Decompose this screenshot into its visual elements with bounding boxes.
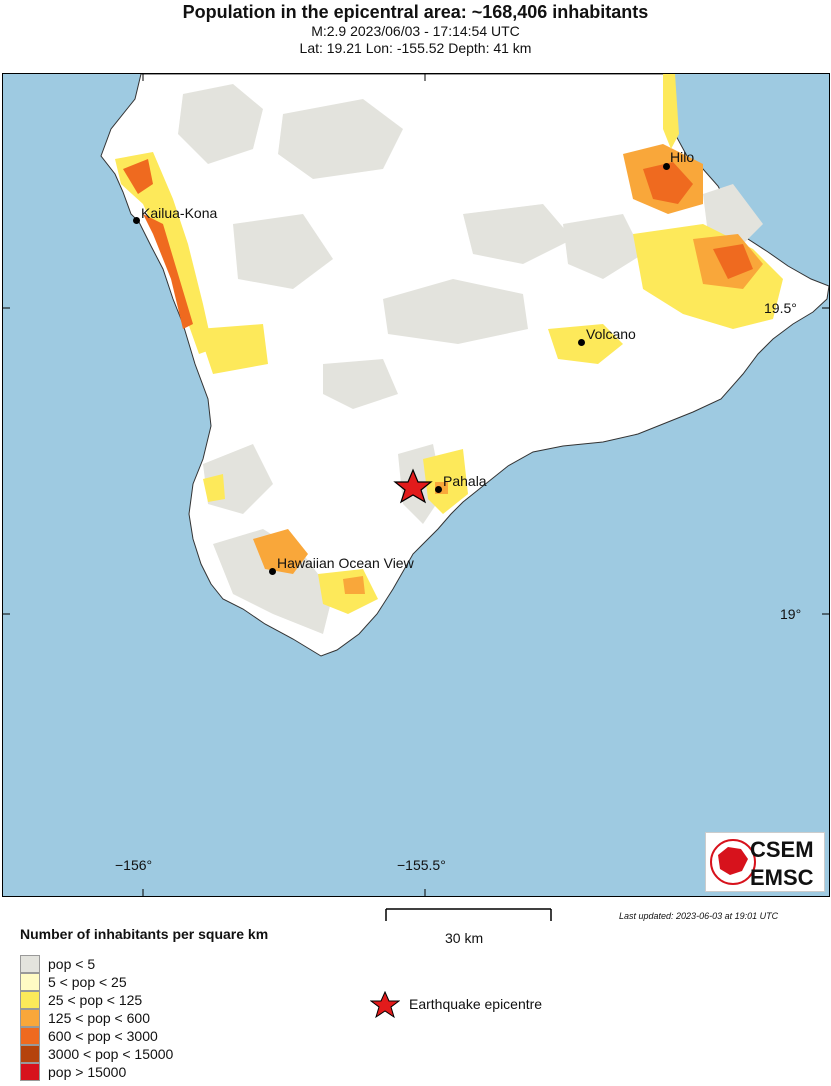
legend-epicentre-label: Earthquake epicentre <box>409 996 543 1012</box>
legend-label: 3000 < pop < 15000 <box>48 1046 174 1062</box>
legend-label: 5 < pop < 25 <box>48 974 127 990</box>
legend-label: 125 < pop < 600 <box>48 1010 150 1026</box>
lat-tick-19: 19° <box>780 606 802 622</box>
logo-emsc: EMSC <box>750 865 814 890</box>
scale-bar <box>385 908 552 921</box>
city-label-pahala: Pahala <box>443 473 487 489</box>
legend-swatch <box>20 973 40 991</box>
legend-label: 600 < pop < 3000 <box>48 1028 158 1044</box>
location-info: Lat: 19.21 Lon: -155.52 Depth: 41 km <box>299 40 532 56</box>
lon-tick-156: −156° <box>115 857 153 873</box>
emsc-logo: CSEM EMSC <box>705 832 825 892</box>
legend-swatch <box>20 1009 40 1027</box>
event-info: M:2.9 2023/06/03 - 17:14:54 UTC <box>311 23 520 39</box>
population-map[interactable]: Hilo Kailua-Kona Volcano Pahala Hawaiian… <box>2 73 830 897</box>
city-dot-pahala <box>435 486 442 493</box>
graticule-ticks <box>3 74 829 896</box>
legend-label: pop > 15000 <box>48 1064 127 1080</box>
city-label-hawaiian-ocean-view: Hawaiian Ocean View <box>277 555 414 571</box>
lon-tick-155-5: −155.5° <box>397 857 446 873</box>
globe-icon: CSEM EMSC <box>710 837 814 890</box>
city-dot-hilo <box>663 163 670 170</box>
legend-label: pop < 5 <box>48 956 96 972</box>
populated-areas <box>115 74 783 614</box>
map-canvas <box>3 74 829 896</box>
scale-bar-label: 30 km <box>445 930 484 946</box>
city-label-volcano: Volcano <box>586 326 636 342</box>
epicentre-star-icon[interactable] <box>393 468 433 504</box>
legend-title: Number of inhabitants per square km <box>20 926 269 942</box>
city-label-hilo: Hilo <box>670 149 695 165</box>
last-updated: Last updated: 2023-06-03 at 19:01 UTC <box>619 911 779 921</box>
city-label-kailua-kona: Kailua-Kona <box>141 205 218 221</box>
page-title: Population in the epicentral area: ~168,… <box>182 2 649 22</box>
city-dot-volcano <box>578 339 585 346</box>
legend-swatch <box>20 1027 40 1045</box>
legend-swatch <box>20 1045 40 1063</box>
legend-swatch <box>20 1063 40 1081</box>
legend-swatch <box>20 991 40 1009</box>
legend-star-icon <box>370 991 400 1019</box>
city-dot-kailua-kona <box>133 217 140 224</box>
lat-tick-19-5: 19.5° <box>764 300 797 316</box>
logo-csem: CSEM <box>750 837 814 862</box>
city-dot-hawaiian-ocean-view <box>269 568 276 575</box>
legend-label: 25 < pop < 125 <box>48 992 143 1008</box>
legend-swatch <box>20 955 40 973</box>
